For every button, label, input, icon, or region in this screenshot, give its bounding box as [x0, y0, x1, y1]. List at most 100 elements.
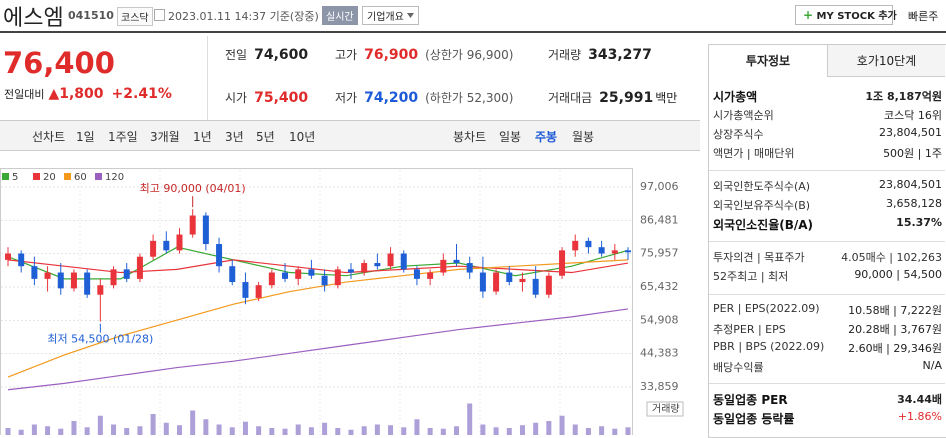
row-label: 시가총액순위	[713, 109, 774, 122]
my-stock-label: MY STOCK 추가	[816, 11, 897, 22]
volume-bar	[124, 428, 130, 435]
row-value: 90,000 | 54,500	[854, 268, 942, 281]
volume-bar	[559, 415, 565, 435]
calendar-icon	[154, 9, 165, 21]
candle-body	[84, 272, 91, 295]
volume-bar	[467, 403, 473, 435]
volume-bar	[45, 426, 51, 435]
volume-bar	[97, 415, 103, 435]
period-tab[interactable]: 3년	[225, 130, 244, 144]
plot-frame	[0, 168, 633, 435]
period-tab[interactable]: 일봉	[499, 130, 522, 144]
row-label: 외국인한도주식수(A)	[713, 180, 811, 193]
candle-body	[31, 266, 38, 279]
volume-bar	[308, 427, 314, 435]
stat-label: 고가	[335, 48, 358, 62]
legend-label: 20	[43, 172, 56, 183]
volume-bar	[5, 428, 11, 435]
candle-body	[400, 253, 407, 270]
menu-dropdown[interactable]: 기업개요	[362, 6, 419, 25]
stat: 시가 75,400	[225, 89, 308, 106]
realtime-button[interactable]: 실시간	[322, 6, 358, 25]
period-tab[interactable]: 월봉	[572, 130, 595, 144]
volume-bar	[361, 426, 367, 435]
change-line: 전일대비 ▲1,800 +2.41%	[4, 86, 172, 102]
stat-value: 75,400	[254, 90, 309, 106]
period-tab[interactable]: 1일	[76, 130, 95, 144]
volume-bar	[269, 428, 275, 435]
invest-tab[interactable]: 투자정보	[709, 45, 828, 77]
volume-bar	[625, 427, 631, 435]
my-stock-button[interactable]: + MY STOCK 추가	[795, 5, 897, 25]
volume-bar	[242, 421, 248, 435]
volume-bar	[150, 414, 156, 435]
invest-row: 동일업종 등락률 +1.86%	[713, 410, 942, 427]
market-tag: 코스닥	[117, 7, 153, 26]
y-tick-label: 33,859	[640, 380, 679, 393]
candle-body	[308, 269, 315, 276]
candle-body	[57, 272, 64, 289]
period-tab[interactable]: 5년	[256, 130, 275, 144]
stat-label: 저가	[335, 91, 358, 105]
invest-row: 52주최고 | 최저 90,000 | 54,500	[713, 268, 942, 284]
row-value: 500원 | 1주	[883, 147, 942, 160]
row-value: N/A	[922, 359, 942, 372]
row-value: 15.37%	[896, 216, 942, 229]
candle-body	[466, 263, 473, 273]
candle-body	[282, 272, 289, 279]
period-tab[interactable]: 10년	[289, 130, 316, 144]
stat-value: 343,277	[588, 47, 652, 63]
volume-bar	[388, 425, 394, 435]
change: ▲1,800	[48, 86, 104, 102]
candle-body	[374, 263, 381, 267]
divider	[207, 36, 208, 120]
candle-body	[598, 247, 605, 254]
row-value: 10.58배 | 7,222원	[848, 304, 942, 317]
candle-body	[44, 272, 51, 279]
plus-icon: +	[803, 8, 814, 22]
candle-body	[242, 282, 249, 298]
ma-line	[7, 246, 629, 280]
y-tick-label: 86,481	[640, 213, 679, 226]
header-rule	[0, 31, 946, 33]
candle-body	[268, 272, 275, 286]
period-tab[interactable]: 주봉	[535, 130, 558, 144]
volume-bar	[256, 426, 262, 435]
invest-row: 외국인한도주식수(A) 23,804,501	[713, 178, 942, 194]
row-label: 상장주식수	[713, 128, 764, 141]
invest-row: 투자의견 | 목표주가 4.05매수 | 102,263	[713, 249, 942, 265]
ma-line	[7, 259, 629, 274]
dropdown-arrow	[406, 13, 414, 18]
quick-link[interactable]: 빠른주	[908, 10, 939, 23]
period-tab[interactable]: 3개월	[150, 130, 180, 144]
period-tab[interactable]: 1주일	[108, 130, 138, 144]
stat-value: 76,900	[364, 47, 419, 63]
candle-body	[545, 275, 552, 295]
row-label: 액면가 | 매매단위	[713, 147, 795, 160]
stat-value: 74,200	[364, 90, 419, 106]
volume-bar	[229, 427, 235, 435]
volume-label: 거래량	[652, 403, 680, 415]
row-label: 동일업종 PER	[713, 393, 788, 407]
volume-bar	[190, 410, 196, 435]
volume-tag	[646, 401, 684, 417]
candle-body	[216, 244, 223, 267]
stat-label: 시가	[225, 91, 248, 105]
candle-body	[110, 269, 117, 286]
legend-swatch	[2, 173, 9, 180]
volume-bar	[401, 427, 407, 435]
legend-label: 60	[74, 172, 87, 183]
change-label: 전일대비	[4, 88, 45, 101]
volume-bar	[440, 428, 446, 435]
invest-tab[interactable]: 호가10단계	[828, 45, 945, 77]
candle-body	[321, 275, 328, 286]
candle-body	[625, 250, 631, 253]
stat: 전일 74,600	[225, 46, 308, 63]
period-tab[interactable]: 1년	[193, 130, 212, 144]
candle-body	[123, 269, 130, 279]
candle-body	[519, 278, 526, 283]
annotation: 최고 90,000 (04/01)	[140, 182, 246, 195]
row-label: PBR | BPS (2022.09)	[713, 340, 825, 353]
legend-swatch	[95, 173, 102, 180]
